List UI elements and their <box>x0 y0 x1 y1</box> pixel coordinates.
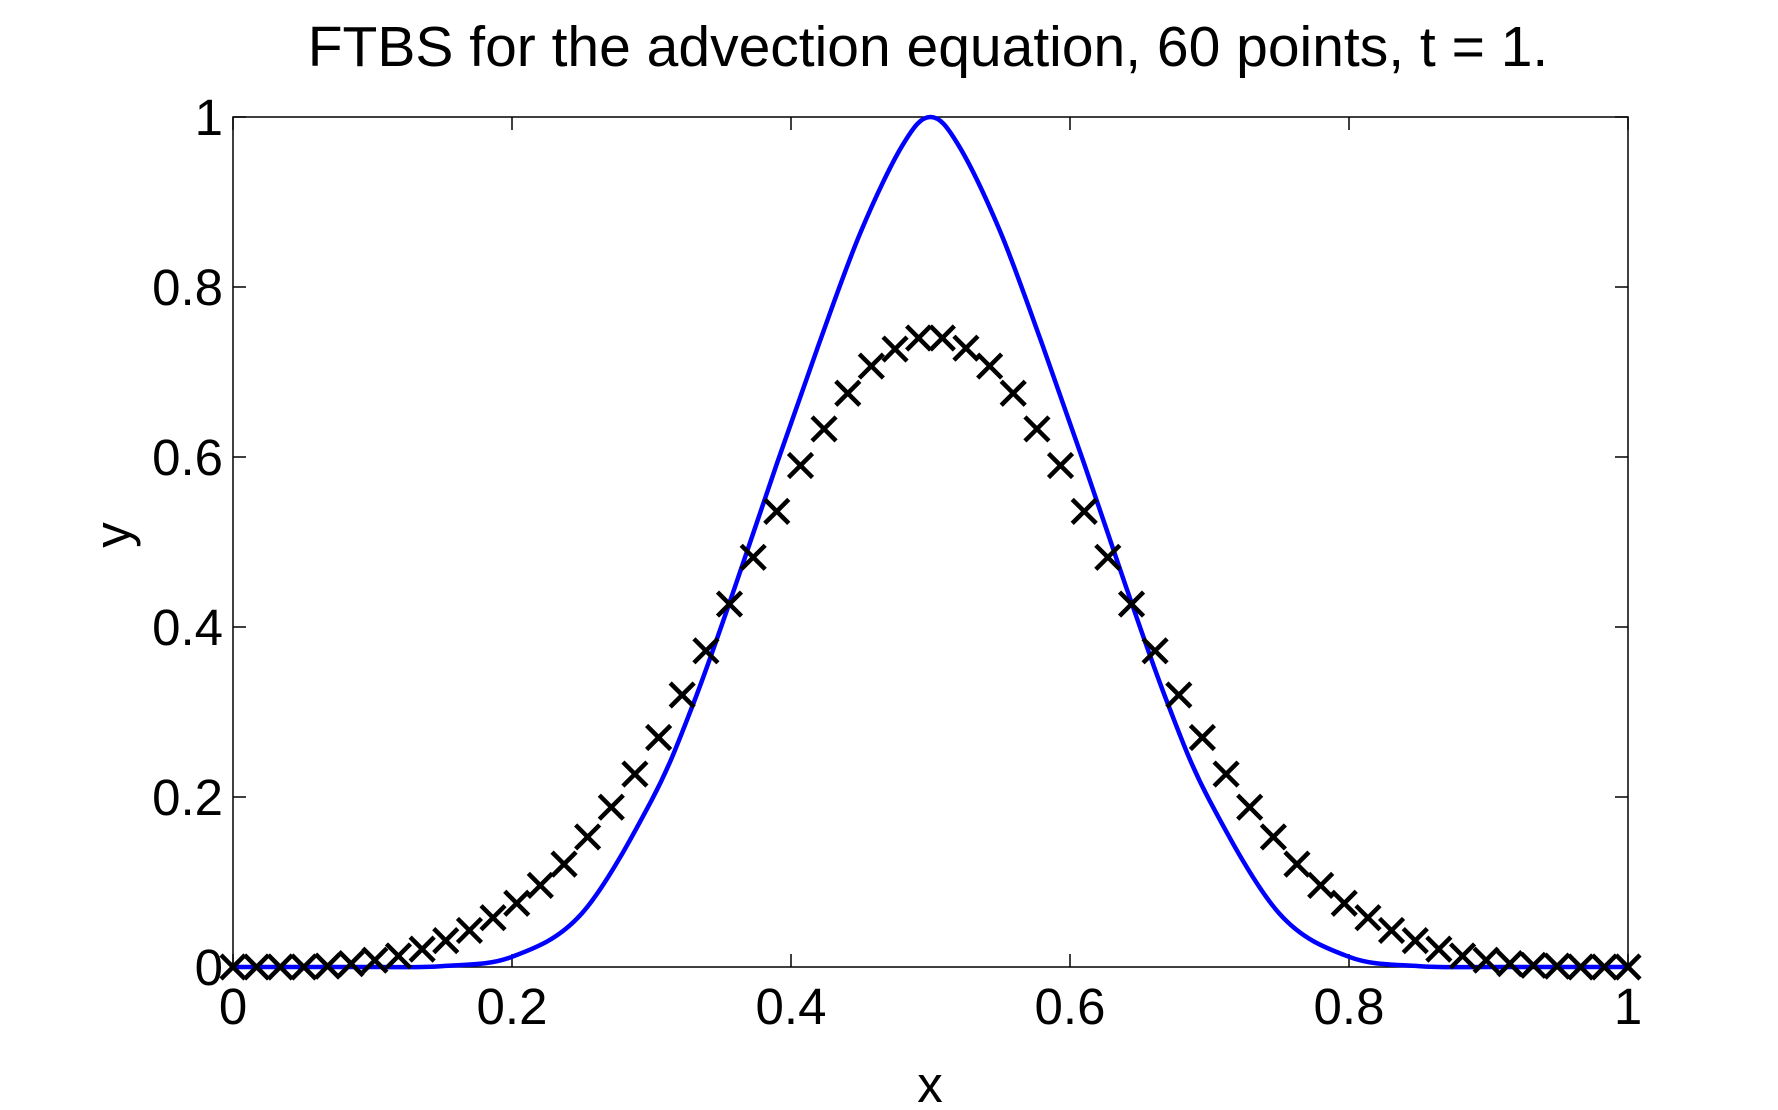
data-point-x-marker <box>503 889 531 917</box>
data-point-x-marker <box>1543 952 1571 980</box>
data-point-x-marker <box>928 324 956 352</box>
data-point-x-marker <box>1614 953 1642 981</box>
data-point-x-marker <box>1188 723 1216 752</box>
series-layer <box>219 114 1642 981</box>
data-point-x-marker <box>1590 953 1619 981</box>
data-point-x-marker <box>1519 951 1548 979</box>
data-point-x-marker <box>526 871 554 899</box>
data-point-x-marker <box>266 953 294 981</box>
data-point-x-marker <box>645 723 673 752</box>
data-point-x-marker <box>1023 415 1051 443</box>
data-point-x-marker <box>834 379 862 407</box>
data-point-x-marker <box>1354 904 1382 932</box>
x-tick-label: 0.2 <box>477 978 548 1035</box>
y-axis-ticks: 0 0.2 0.4 0.6 0.8 1 <box>152 89 1628 996</box>
data-point-x-marker <box>786 451 815 480</box>
data-point-x-marker <box>313 952 342 980</box>
y-tick-label: 1 <box>195 89 223 146</box>
data-point-x-marker <box>857 352 885 380</box>
data-point-x-marker <box>1046 451 1075 480</box>
plot-area: 0 0.2 0.4 0.6 0.8 1 0 0.2 0.4 0.6 0.8 1 <box>152 89 1642 1035</box>
data-point-x-marker <box>1377 916 1406 945</box>
data-point-x-marker <box>550 850 578 878</box>
data-point-x-marker <box>810 415 838 443</box>
data-point-x-marker <box>574 823 602 851</box>
data-point-x-marker <box>692 637 720 665</box>
exact-solution-line <box>233 114 1628 970</box>
x-tick-label: 0.4 <box>756 978 827 1035</box>
data-point-x-marker <box>1307 871 1335 899</box>
data-point-x-marker <box>739 543 767 571</box>
data-point-x-marker <box>597 793 625 821</box>
y-tick-label: 0.8 <box>152 259 223 316</box>
data-point-x-marker <box>408 935 436 963</box>
data-point-x-marker <box>976 352 1004 380</box>
y-tick-label: 0.2 <box>152 769 223 826</box>
data-point-x-marker <box>1165 681 1193 709</box>
data-point-x-marker <box>242 953 271 981</box>
data-point-x-marker <box>905 324 933 352</box>
data-point-x-marker <box>337 950 365 978</box>
data-point-x-marker <box>1141 637 1169 665</box>
data-point-x-marker <box>219 953 247 981</box>
data-point-x-marker <box>621 760 649 788</box>
data-point-x-marker <box>479 904 507 932</box>
chart-title: FTBS for the advection equation, 60 poin… <box>308 15 1549 79</box>
x-tick-label: 0.8 <box>1314 978 1385 1035</box>
data-point-x-marker <box>432 927 460 955</box>
data-point-x-marker <box>999 379 1027 407</box>
data-point-x-marker <box>1425 935 1453 963</box>
data-point-x-marker <box>763 497 791 525</box>
x-axis-label: x <box>917 1056 943 1110</box>
data-point-x-marker <box>1283 850 1311 878</box>
y-tick-label: 0.4 <box>152 599 223 656</box>
y-axis-label: y <box>84 522 141 548</box>
data-point-x-marker <box>384 942 413 970</box>
x-tick-label: 0.6 <box>1035 978 1106 1035</box>
data-point-x-marker <box>1094 543 1122 571</box>
x-tick-label: 0 <box>219 978 247 1035</box>
y-tick-label: 0 <box>195 939 223 996</box>
data-point-x-marker <box>361 946 389 974</box>
data-point-x-marker <box>952 334 980 362</box>
data-point-x-marker <box>1472 946 1500 974</box>
data-point-x-marker <box>1401 927 1429 955</box>
data-point-x-marker <box>1070 497 1098 525</box>
data-point-x-marker <box>290 953 318 981</box>
data-point-x-marker <box>455 916 484 945</box>
data-point-x-marker <box>1448 942 1477 970</box>
data-point-x-marker <box>1496 950 1524 978</box>
data-point-x-marker <box>1259 823 1287 851</box>
data-point-x-marker <box>1236 793 1264 821</box>
y-tick-label: 0.6 <box>152 429 223 486</box>
data-point-x-marker <box>1117 590 1146 618</box>
data-point-x-marker <box>881 335 909 363</box>
data-point-x-marker <box>668 681 696 709</box>
x-axis-ticks: 0 0.2 0.4 0.6 0.8 1 <box>219 117 1642 1035</box>
data-point-x-marker <box>1330 889 1358 917</box>
data-point-x-marker <box>715 590 744 618</box>
data-point-x-marker <box>1567 953 1595 981</box>
data-point-x-marker <box>1212 760 1240 788</box>
x-tick-label: 1 <box>1614 978 1642 1035</box>
